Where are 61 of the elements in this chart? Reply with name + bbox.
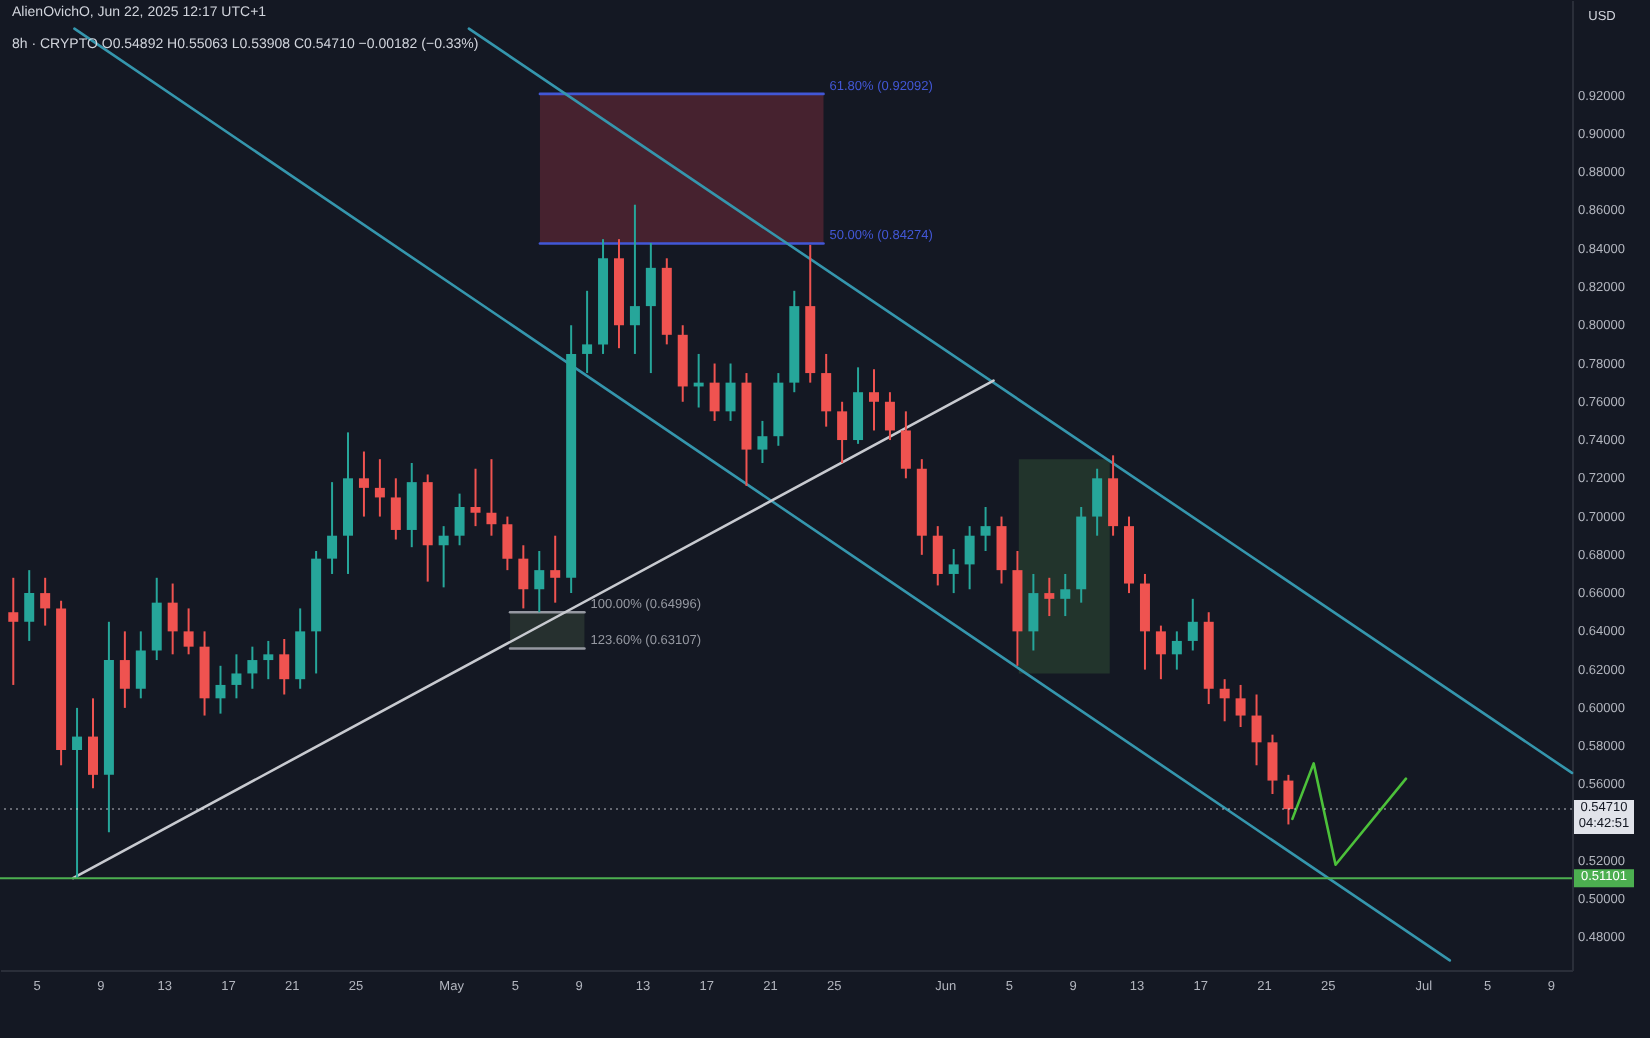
- candlestick: [406, 462, 417, 549]
- candlestick: [1251, 693, 1262, 767]
- candlestick: [167, 582, 178, 656]
- candlestick: [932, 525, 943, 587]
- candlestick: [853, 366, 864, 445]
- candlestick: [1283, 773, 1294, 826]
- candlestick: [151, 576, 162, 662]
- candlestick: [279, 638, 290, 696]
- candlestick: [358, 450, 369, 518]
- candlestick: [1044, 576, 1055, 618]
- candlestick: [1155, 624, 1166, 681]
- candlestick: [119, 630, 130, 709]
- candlestick: [486, 458, 497, 537]
- candlestick: [1060, 572, 1071, 618]
- candlestick: [518, 544, 529, 610]
- candlestick: [1139, 572, 1150, 671]
- candlestick: [964, 525, 975, 591]
- candlestick: [837, 400, 848, 464]
- candlestick: [869, 368, 879, 432]
- candlestick: [454, 492, 465, 547]
- line-series: [1291, 762, 1408, 867]
- candlestick: [470, 467, 481, 528]
- candlestick: [72, 706, 83, 880]
- candlestick: [502, 515, 513, 572]
- candlestick: [263, 639, 274, 681]
- candlestick: [390, 477, 401, 541]
- candlestick: [980, 506, 991, 553]
- candlestick: [709, 362, 720, 422]
- candlestick: [87, 697, 98, 790]
- candlestick: [884, 391, 895, 442]
- candlestick: [215, 664, 226, 715]
- candlestick: [900, 410, 911, 480]
- candlestick: [24, 569, 35, 642]
- candlestick: [757, 419, 768, 464]
- candlestick: [948, 548, 959, 595]
- candlestick: [1171, 630, 1182, 671]
- candlestick: [645, 241, 656, 375]
- candlestick: [1092, 467, 1103, 537]
- candlestick: [1235, 683, 1246, 729]
- candlestick: [550, 534, 561, 604]
- candlestick: [135, 630, 146, 700]
- candlestick: [40, 576, 51, 627]
- candlestick: [183, 607, 194, 656]
- candlestick: [582, 289, 593, 375]
- candlestick: [327, 481, 338, 575]
- candlestick: [8, 576, 19, 686]
- candlestick: [725, 362, 736, 422]
- candlestick: [374, 458, 385, 518]
- candlestick: [231, 653, 242, 700]
- candlestick: [438, 525, 449, 589]
- candlestick: [996, 515, 1007, 585]
- candlestick: [247, 645, 258, 690]
- candlestick: [534, 550, 545, 614]
- candlestick: [1187, 597, 1198, 652]
- candlestick: [295, 607, 306, 690]
- candlestick: [1108, 454, 1119, 537]
- candlestick: [1028, 572, 1039, 652]
- candlestick: [1219, 678, 1230, 723]
- candlestick: [1267, 733, 1278, 795]
- candlestick: [821, 352, 832, 428]
- candlestick: [629, 203, 640, 355]
